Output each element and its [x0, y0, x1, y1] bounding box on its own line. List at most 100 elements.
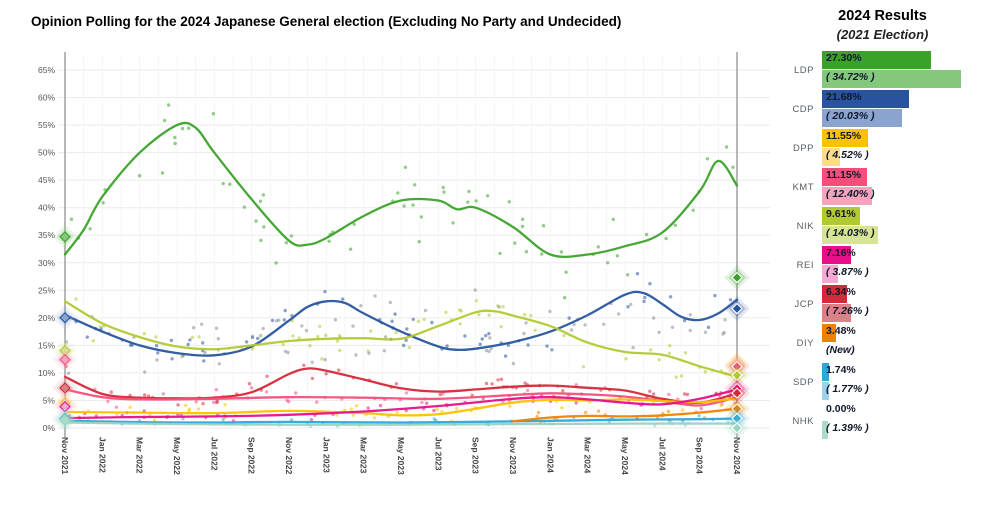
poll-point-NIK	[422, 317, 426, 322]
party-bars: 0.00% ( 1.39% )	[822, 402, 1000, 440]
x-tick-label: Jan 2024	[545, 437, 555, 473]
party-label: KMT	[792, 181, 814, 193]
bar-2021-fill	[822, 148, 841, 166]
poll-point-OTH	[192, 326, 196, 330]
poll-point-CDP	[648, 282, 652, 286]
poll-point-DIY	[536, 410, 541, 415]
poll-point-LDP	[254, 219, 258, 223]
poll-point-NIK	[581, 365, 586, 369]
marker-2021-LDP	[59, 231, 71, 243]
poll-point-KMT	[214, 388, 219, 392]
result-row-DIY: DIY 3.48% (New)	[780, 324, 1000, 363]
poll-point-NIK	[316, 334, 320, 339]
marker-2021-JCP	[59, 382, 71, 394]
poll-point-DPP	[508, 404, 512, 408]
x-tick-label: Mar 2024	[583, 437, 593, 474]
poll-point-KMT	[214, 400, 219, 405]
x-tick-label: May 2024	[620, 437, 630, 475]
results-panel-subtitle: (2021 Election)	[836, 27, 929, 42]
poll-point-DPP	[115, 412, 119, 417]
poll-point-JCP	[523, 381, 527, 385]
poll-point-DPP	[335, 413, 339, 417]
poll-point-CDP	[411, 317, 415, 321]
bar-2024: 0.00%	[822, 402, 1000, 421]
poll-point-LDP	[691, 208, 695, 212]
bar-2021-fill	[822, 187, 872, 205]
election-markers-2021	[52, 224, 78, 434]
party-label: JCP	[794, 298, 814, 310]
poll-point-NIK	[369, 329, 373, 333]
bar-2021: (New)	[822, 343, 1000, 362]
bar-2021-value: ( 1.39% )	[826, 422, 869, 434]
poll-point-JCP	[682, 392, 687, 396]
poll-point-NIK	[668, 344, 672, 348]
poll-point-OTH	[286, 350, 290, 355]
poll-point-LDP	[731, 165, 735, 169]
poll-point-CDP	[626, 305, 630, 309]
poll-point-LDP	[673, 223, 677, 227]
x-tick-label: Nov 2022	[284, 437, 294, 475]
y-tick-label: 30%	[38, 258, 55, 268]
party-label: NIK	[796, 220, 814, 232]
poll-point-DIY	[666, 409, 671, 414]
poll-point-LDP	[187, 126, 191, 130]
poll-point-LDP	[467, 189, 471, 194]
poll-point-OTH	[383, 335, 388, 339]
result-row-NIK: NIK 9.61% ( 14.03% )	[780, 207, 1000, 246]
result-row-SDP: SDP 1.74% ( 1.77% )	[780, 363, 1000, 402]
x-tick-label: Jul 2024	[657, 437, 667, 471]
bar-2021-value: ( 1.77% )	[826, 383, 869, 395]
bar-2021: ( 1.77% )	[822, 382, 1000, 401]
poll-point-OTH	[203, 350, 207, 355]
bar-2024-fill	[822, 129, 869, 147]
poll-point-REI	[432, 408, 436, 413]
poll-point-CDP	[402, 343, 406, 348]
x-tick-label: Jul 2022	[209, 437, 219, 471]
bar-2021-fill	[822, 421, 828, 439]
party-bars: 7.16% ( 3.87% )	[822, 246, 1000, 284]
poll-point-CDP	[156, 351, 160, 355]
poll-point-LDP	[327, 239, 331, 243]
poll-point-LDP	[563, 296, 567, 300]
bar-2021-value: ( 3.87% )	[826, 266, 869, 278]
poll-point-LDP	[441, 185, 445, 190]
result-row-KMT: KMT 11.15% ( 12.40% )	[780, 168, 1000, 207]
poll-point-REI	[574, 401, 578, 405]
bar-2021-value: ( 7.26% )	[826, 305, 869, 317]
poll-point-CDP	[170, 357, 174, 361]
poll-point-OTH	[488, 336, 492, 340]
poll-point-OTH	[354, 353, 358, 357]
marker-2024-JCP	[731, 387, 743, 399]
poll-point-DPP	[196, 407, 201, 411]
poll-point-SDP	[697, 414, 701, 418]
x-tick-label: Sep 2024	[695, 437, 705, 474]
poll-point-LDP	[419, 215, 424, 219]
poll-point-CDP	[463, 334, 467, 338]
x-axis-labels: Nov 2021 Jan 2022 Mar 2022 May 2022 Jul 2022…	[60, 437, 742, 475]
poll-point-NIK	[501, 305, 505, 309]
bar-2021-value: ( 34.72% )	[826, 71, 875, 83]
poll-point-KMT	[525, 388, 530, 393]
poll-point-OTH	[524, 321, 528, 325]
bar-2024-fill	[822, 285, 848, 303]
y-tick-label: 50%	[38, 148, 55, 158]
poll-point-CDP	[283, 308, 287, 313]
marker-2021-KMT	[59, 353, 71, 366]
polling-chart-svg: 0% 5% 10% 15% 20% 25% 30% 35% 40% 45% 50% 55% 60% 65%…	[38, 52, 770, 475]
poll-point-KMT	[667, 392, 671, 397]
x-tick-label: Sep 2023	[471, 437, 481, 474]
poll-point-NIK	[320, 357, 324, 361]
poll-point-NIK	[394, 330, 398, 335]
poll-point-LDP	[559, 250, 564, 254]
poll-point-LDP	[289, 234, 294, 238]
poll-point-NIK	[154, 335, 158, 339]
party-bars: 3.48% (New)	[822, 324, 1000, 362]
poll-point-KMT	[114, 405, 119, 409]
poll-point-NIK	[649, 348, 653, 352]
trend-line-LDP	[63, 121, 739, 259]
poll-point-LDP	[466, 200, 470, 204]
poll-point-LDP	[162, 118, 167, 123]
party-bars: 11.15% ( 12.40% )	[822, 168, 1000, 206]
party-label: REI	[796, 259, 814, 271]
bar-2021: ( 3.87% )	[822, 265, 1000, 284]
